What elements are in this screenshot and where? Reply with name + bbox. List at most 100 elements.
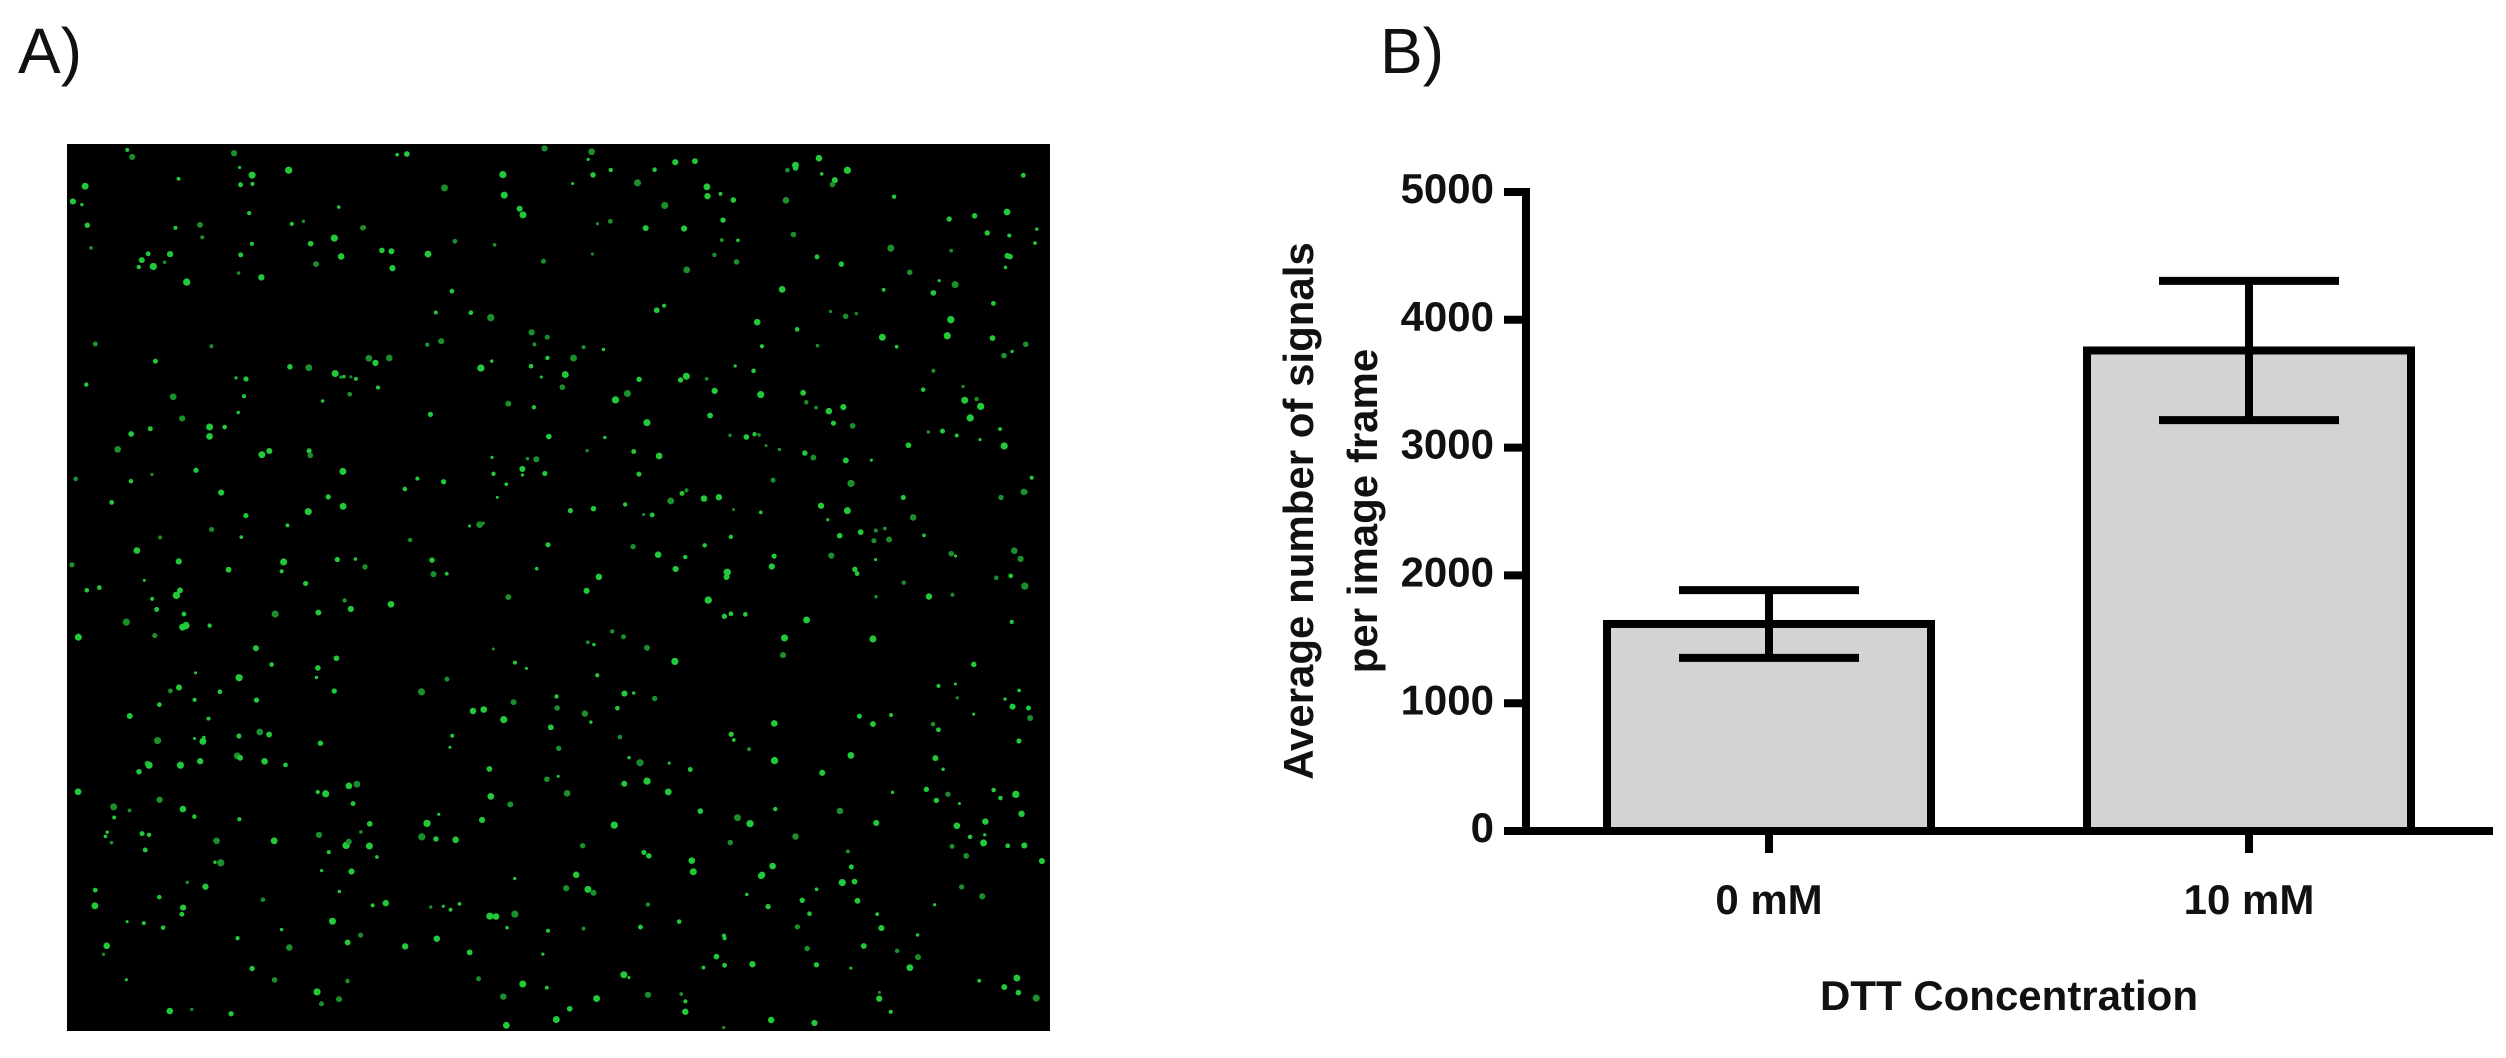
signal-dot xyxy=(466,949,473,956)
signal-dot xyxy=(688,857,696,864)
signal-dot xyxy=(826,518,830,522)
signal-dot xyxy=(389,265,396,272)
signal-dot xyxy=(1015,989,1022,996)
signal-dot xyxy=(847,752,855,759)
signal-dot xyxy=(339,467,347,475)
signal-dot xyxy=(743,434,750,440)
signal-dot xyxy=(415,476,420,481)
signal-dot xyxy=(360,225,366,231)
signal-dot xyxy=(931,368,936,373)
signal-dot xyxy=(138,257,145,264)
signal-dot xyxy=(545,542,551,548)
signal-dot xyxy=(649,512,655,518)
signal-dot xyxy=(689,868,697,876)
signal-dot xyxy=(427,411,433,417)
signal-dot xyxy=(342,374,346,379)
signal-dot xyxy=(852,566,858,573)
signal-dot xyxy=(963,852,970,859)
signal-dot xyxy=(601,347,606,352)
signal-dot xyxy=(69,198,77,205)
signal-dot xyxy=(202,735,206,740)
signal-dot xyxy=(206,423,214,431)
signal-dot xyxy=(192,814,197,819)
signal-dot xyxy=(103,942,111,950)
signal-dot xyxy=(542,470,548,477)
signal-dot xyxy=(566,1005,573,1012)
signal-dot xyxy=(932,903,937,907)
signal-dot xyxy=(199,737,207,745)
signal-dot xyxy=(225,566,232,573)
signal-dot xyxy=(611,396,620,404)
signal-dot xyxy=(828,552,835,559)
signal-dot xyxy=(306,448,312,454)
signal-dot xyxy=(652,167,657,172)
signal-dot xyxy=(217,689,223,695)
signal-dot xyxy=(633,179,642,187)
signal-dot xyxy=(258,274,265,281)
signal-dot xyxy=(401,943,409,950)
signal-dot xyxy=(84,382,89,387)
signal-dot xyxy=(238,165,242,170)
signal-dot xyxy=(122,618,130,626)
signal-dot xyxy=(856,713,862,719)
signal-dot xyxy=(313,988,321,996)
signal-dot xyxy=(1005,843,1011,849)
signal-dot xyxy=(559,384,566,391)
signal-dot xyxy=(286,944,293,951)
signal-dot xyxy=(971,213,978,219)
signal-dot xyxy=(825,407,833,415)
signal-dot xyxy=(967,834,973,840)
signal-dot xyxy=(152,358,158,364)
signal-dot xyxy=(792,833,799,840)
signal-dot xyxy=(185,880,189,885)
y-tick-label: 1000 xyxy=(1401,676,1494,723)
signal-dot xyxy=(623,389,631,398)
signal-dot xyxy=(765,903,771,910)
signal-dot xyxy=(91,902,99,910)
signal-dot xyxy=(388,248,395,255)
signal-dot xyxy=(676,919,682,924)
signal-dot xyxy=(129,153,136,160)
signal-dot xyxy=(358,932,364,938)
signal-dot xyxy=(387,600,395,608)
signal-dot xyxy=(146,832,152,838)
signal-dot xyxy=(817,502,825,509)
signal-dot xyxy=(525,457,530,461)
signal-dot xyxy=(438,338,445,345)
x-axis-title: DTT Concentration xyxy=(1820,972,2198,1019)
signal-dot xyxy=(372,359,379,367)
signal-dot xyxy=(322,790,330,798)
signal-dot xyxy=(875,912,880,917)
signal-dot xyxy=(546,928,551,933)
signal-dot xyxy=(671,657,679,666)
signal-dot xyxy=(519,980,527,988)
signal-dot xyxy=(972,712,976,716)
signal-dot xyxy=(692,158,698,165)
signal-dot xyxy=(256,728,264,736)
signal-dot xyxy=(425,342,430,347)
signal-dot xyxy=(546,433,552,440)
signal-dot xyxy=(854,571,860,576)
signal-dot xyxy=(541,952,545,956)
signal-dot xyxy=(771,553,777,559)
signal-dot xyxy=(345,782,353,790)
signal-dot xyxy=(590,172,596,178)
signal-dot xyxy=(715,494,723,501)
y-axis-title: per image frame xyxy=(1339,349,1386,673)
signal-dot xyxy=(328,917,336,925)
y-tick-label: 5000 xyxy=(1401,165,1494,212)
signal-dot xyxy=(672,159,679,166)
signal-dot xyxy=(792,164,799,171)
signal-dot xyxy=(894,344,899,349)
signal-dot xyxy=(712,252,717,258)
signal-dot xyxy=(937,279,941,283)
signal-dot xyxy=(258,451,266,459)
signal-dot xyxy=(836,807,844,815)
signal-dot xyxy=(953,554,958,558)
signal-dot xyxy=(949,248,954,253)
signal-dot xyxy=(721,613,728,619)
signal-dot xyxy=(838,879,846,887)
signal-dot xyxy=(950,592,955,597)
signal-dot xyxy=(869,635,877,643)
signal-dot xyxy=(347,391,353,397)
